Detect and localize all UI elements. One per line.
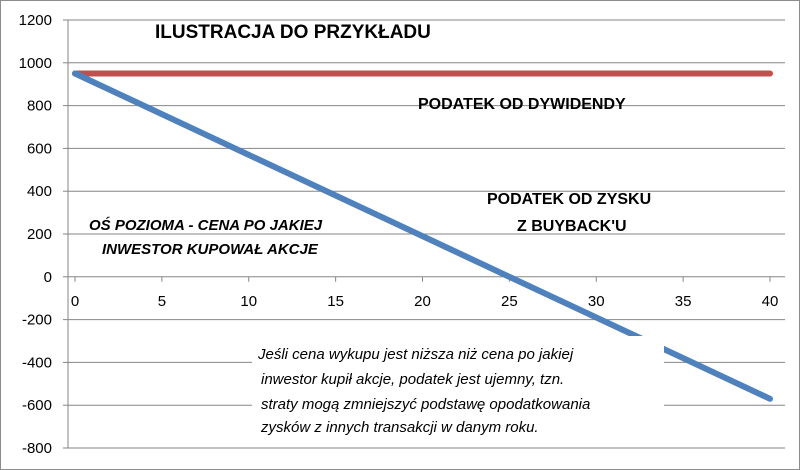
y-tick-label: 400 bbox=[27, 183, 52, 200]
buyback-series-label-line2: Z BUYBACK'U bbox=[517, 218, 627, 235]
gridlines bbox=[68, 19, 785, 449]
axes bbox=[63, 19, 771, 449]
y-tick-labels: -800 -600 -400 -200 0 200 400 600 800 1000 1200 bbox=[19, 12, 52, 457]
x-tick-label: 10 bbox=[240, 293, 257, 310]
y-tick-label: 800 bbox=[27, 98, 52, 115]
axis-note-line1: OŚ POZIOMA - CENA PO JAKIEJ bbox=[89, 216, 323, 234]
note-line-4: zysków z innych transakcji w danym roku. bbox=[260, 419, 539, 436]
chart-title: ILUSTRACJA DO PRZYKŁADU bbox=[155, 22, 431, 43]
y-tick-label: -800 bbox=[22, 440, 52, 457]
x-tick-label: 5 bbox=[158, 293, 166, 310]
x-tick-label: 25 bbox=[501, 293, 518, 310]
buyback-series-label-line1: PODATEK OD ZYSKU bbox=[487, 191, 651, 208]
x-tick-label: 15 bbox=[327, 293, 344, 310]
y-tick-label: 600 bbox=[27, 140, 52, 157]
y-tick-label: 200 bbox=[27, 226, 52, 243]
note-line-2: inwestor kupił akcje, podatek jest ujemn… bbox=[261, 371, 564, 388]
x-tick-labels: 0 5 10 15 20 25 30 35 40 bbox=[71, 293, 779, 310]
note-line-3: straty mogą zmniejszyć podstawę opodatko… bbox=[261, 396, 590, 413]
y-tick-label: -200 bbox=[22, 312, 52, 329]
x-tick-label: 35 bbox=[675, 293, 692, 310]
x-tick-label: 20 bbox=[414, 293, 431, 310]
x-tick-label: 40 bbox=[762, 293, 779, 310]
y-tick-label: -400 bbox=[22, 354, 52, 371]
note-box bbox=[252, 336, 664, 442]
axis-note-line2: INWESTOR KUPOWAŁ AKCJE bbox=[102, 241, 319, 258]
y-tick-label: 1000 bbox=[19, 55, 52, 72]
y-tick-label: 1200 bbox=[19, 12, 52, 29]
x-tick-label: 30 bbox=[588, 293, 605, 310]
y-tick-label: -600 bbox=[22, 397, 52, 414]
y-tick-label: 0 bbox=[44, 269, 52, 286]
note-line-1: Jeśli cena wykupu jest niższa niż cena p… bbox=[257, 346, 574, 363]
x-tick-label: 0 bbox=[71, 293, 79, 310]
dividend-series-label: PODATEK OD DYWIDENDY bbox=[418, 96, 626, 113]
